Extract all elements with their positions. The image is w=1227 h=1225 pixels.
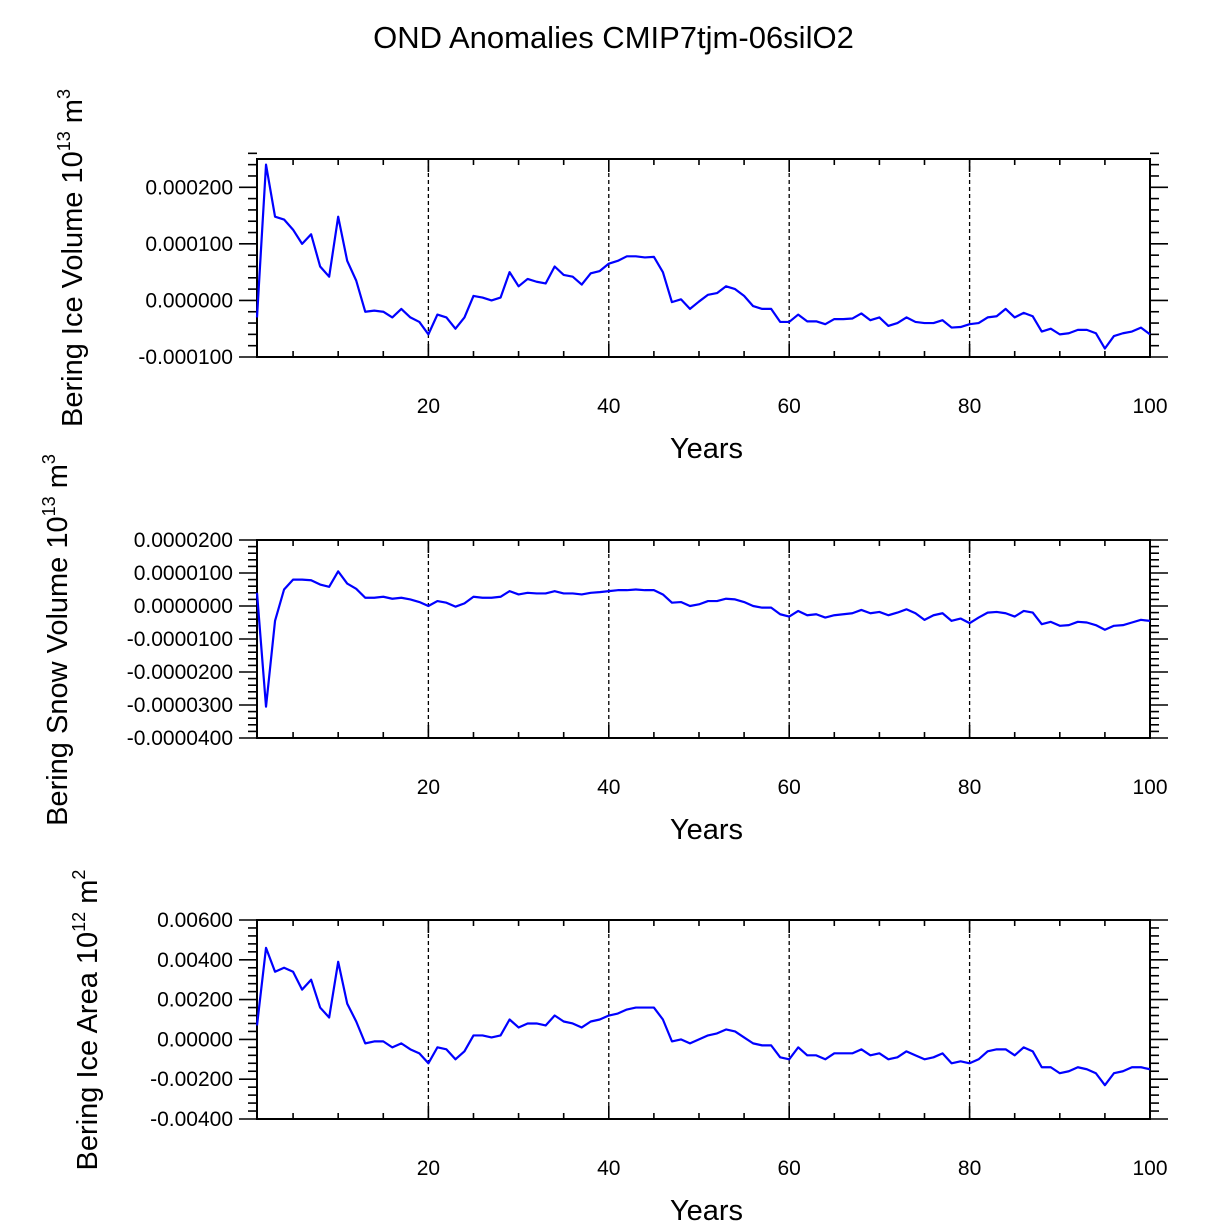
y-axis-unit-exponent: 13: [39, 496, 59, 516]
y-axis-unit-base: 10: [42, 516, 74, 548]
series-line: [255, 163, 1151, 350]
x-tick-label-60: 60: [778, 776, 801, 799]
y-axis-unit-base: 10: [57, 151, 89, 183]
y-axis-unit: m: [57, 99, 89, 131]
y-axis-label: Bering Ice Volume 1013 m3: [54, 89, 89, 427]
y-axis-unit-power: 2: [69, 870, 89, 880]
y-axis-label-text: Bering Ice Area: [72, 964, 104, 1170]
y-tick-label-0: -0.0000400: [127, 727, 233, 750]
y-tick-label-3: 0.000200: [145, 176, 233, 199]
y-tick-label-4: 0.0000000: [134, 595, 233, 618]
chart-panel-1: 20 40 60 80 100 -0.000100 0.000000 0.000100 0.00…: [54, 89, 1168, 465]
x-tick-label-60: 60: [778, 395, 801, 418]
y-axis-unit-exponent: 12: [69, 912, 89, 932]
y-tick-label-5: 0.0000100: [134, 562, 233, 585]
series-line: [255, 946, 1151, 1087]
x-tick-label-80: 80: [958, 776, 981, 799]
x-tick-label-100: 100: [1132, 776, 1167, 799]
y-tick-label-4: 0.00400: [157, 949, 233, 972]
x-tick-label-40: 40: [597, 1157, 620, 1180]
x-tick-label-60: 60: [778, 1157, 801, 1180]
y-tick-label-1: -0.0000300: [127, 694, 233, 717]
y-tick-label-2: 0.00000: [157, 1028, 233, 1051]
chart-panel-3: 20 40 60 80 100 -0.00400 -0.00200 0.00000 0.0020…: [69, 870, 1168, 1225]
y-axis-unit-power: 3: [54, 89, 74, 99]
plot-frame: [256, 919, 1151, 1120]
y-axis-unit-base: 10: [72, 932, 104, 964]
y-axis-unit-exponent: 13: [54, 131, 74, 151]
series-line: [255, 570, 1151, 708]
x-axis-label: Years: [670, 433, 743, 465]
chart-panel-2: 20 40 60 80 100 -0.0000400 -0.0000300 -0.000020…: [39, 454, 1168, 846]
y-axis-unit: m: [42, 464, 74, 496]
x-axis-label: Years: [670, 1195, 743, 1225]
x-tick-label-40: 40: [597, 776, 620, 799]
y-axis-label: Bering Ice Area 1012 m2: [69, 870, 104, 1171]
x-axis-label: Years: [670, 814, 743, 846]
y-axis-label: Bering Snow Volume 1013 m3: [39, 454, 74, 826]
plot-frame: [256, 158, 1151, 358]
x-tick-label-100: 100: [1132, 395, 1167, 418]
x-tick-label-100: 100: [1132, 1157, 1167, 1180]
y-tick-label-3: 0.00200: [157, 989, 233, 1012]
x-tick-label-40: 40: [597, 395, 620, 418]
x-tick-label-20: 20: [417, 1157, 440, 1180]
y-tick-label-0: -0.000100: [138, 346, 233, 369]
y-axis-label-text: Bering Snow Volume: [42, 549, 74, 826]
y-tick-label-2: -0.0000200: [127, 661, 233, 684]
plot-frame: [256, 539, 1151, 739]
x-tick-label-80: 80: [958, 395, 981, 418]
figure-title: OND Anomalies CMIP7tjm-06silO2: [373, 20, 854, 55]
y-tick-label-5: 0.00600: [157, 909, 233, 932]
y-tick-label-1: 0.000000: [145, 289, 233, 312]
y-axis-unit: m: [72, 880, 104, 912]
y-tick-label-0: -0.00400: [150, 1108, 233, 1131]
y-tick-label-1: -0.00200: [150, 1068, 233, 1091]
y-tick-label-6: 0.0000200: [134, 529, 233, 552]
x-tick-label-20: 20: [417, 776, 440, 799]
y-tick-label-3: -0.0000100: [127, 628, 233, 651]
y-tick-label-2: 0.000100: [145, 233, 233, 256]
y-axis-unit-power: 3: [39, 454, 59, 464]
x-tick-label-80: 80: [958, 1157, 981, 1180]
x-tick-label-20: 20: [417, 395, 440, 418]
y-axis-label-text: Bering Ice Volume: [57, 184, 89, 427]
